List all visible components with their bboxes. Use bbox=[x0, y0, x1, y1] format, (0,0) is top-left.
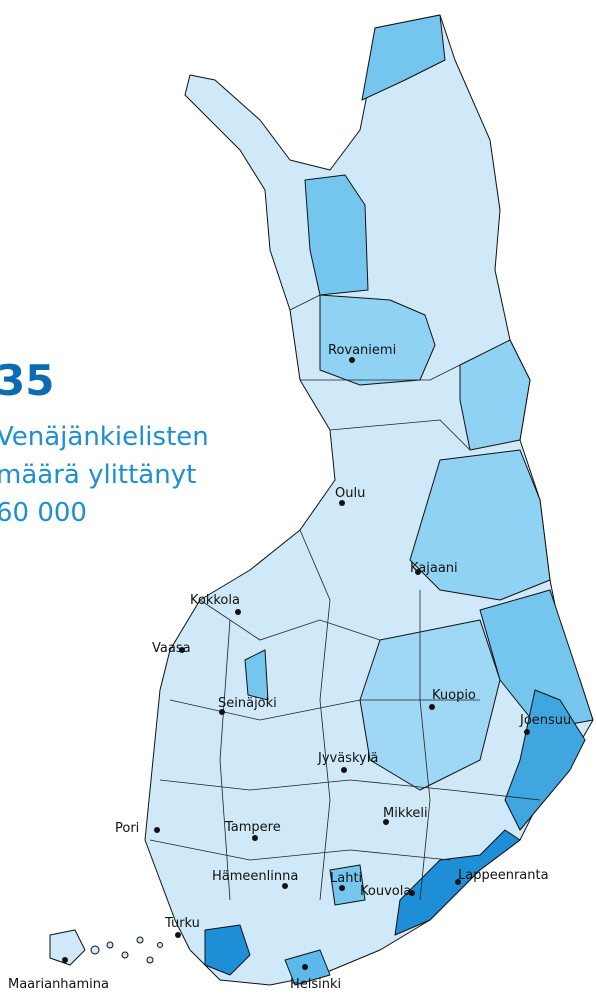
city-label: Turku bbox=[164, 916, 200, 931]
city-dot bbox=[429, 704, 435, 710]
city-dot bbox=[349, 357, 355, 363]
city-label: Joensuu bbox=[519, 713, 571, 728]
city-dot bbox=[179, 647, 185, 653]
city-dot bbox=[455, 879, 461, 885]
city-dot bbox=[339, 500, 345, 506]
city-label: Hämeenlinna bbox=[212, 869, 298, 884]
region bbox=[304, 174, 369, 296]
city-dot bbox=[339, 885, 345, 891]
region bbox=[361, 14, 446, 101]
city-dot bbox=[302, 964, 308, 970]
headline-line: 60 000 bbox=[0, 498, 87, 528]
region bbox=[409, 449, 551, 601]
city-dot bbox=[175, 932, 181, 938]
region bbox=[204, 924, 251, 976]
city-label: Tampere bbox=[224, 820, 281, 835]
city-label: Kouvola bbox=[360, 884, 411, 899]
city-label: Lappeenranta bbox=[458, 868, 549, 883]
city-label: Kajaani bbox=[410, 561, 458, 576]
city-dot bbox=[415, 569, 421, 575]
headline-line: määrä ylittänyt bbox=[0, 460, 196, 490]
city-dot bbox=[62, 957, 68, 963]
city-dot bbox=[154, 827, 160, 833]
region bbox=[459, 339, 531, 451]
region-borders bbox=[149, 294, 541, 901]
city-label: Lahti bbox=[330, 871, 362, 886]
city-label: Maarianhamina bbox=[8, 977, 109, 992]
headline-line: Venäjänkielisten bbox=[0, 422, 209, 452]
region bbox=[244, 649, 269, 701]
city-label: Seinäjoki bbox=[218, 696, 277, 711]
city-label: Jyväskylä bbox=[317, 751, 378, 766]
city-label: Kuopio bbox=[432, 688, 476, 703]
city-label: Rovaniemi bbox=[328, 343, 396, 358]
city-dot bbox=[409, 890, 415, 896]
region bbox=[504, 689, 586, 831]
city-dot bbox=[235, 609, 241, 615]
aland bbox=[49, 929, 163, 966]
city-label: Mikkeli bbox=[383, 806, 428, 821]
city-dot bbox=[282, 883, 288, 889]
city-dot bbox=[252, 835, 258, 841]
region bbox=[319, 294, 436, 386]
city-label: Kokkola bbox=[190, 593, 240, 608]
city-label: Oulu bbox=[335, 486, 365, 501]
city-dot bbox=[524, 729, 530, 735]
city-dot bbox=[341, 767, 347, 773]
city-label: Helsinki bbox=[290, 977, 341, 992]
city-label: Vaasa bbox=[152, 641, 191, 656]
region bbox=[329, 864, 366, 906]
city-dot bbox=[383, 819, 389, 825]
cities: Rovaniemi Oulu Kajaani Kokkola Vaasa Seinäjok… bbox=[8, 343, 571, 992]
headline-number: 35 bbox=[0, 356, 54, 405]
city-label: Pori bbox=[115, 821, 139, 836]
map bbox=[49, 14, 594, 986]
city-dot bbox=[219, 709, 225, 715]
